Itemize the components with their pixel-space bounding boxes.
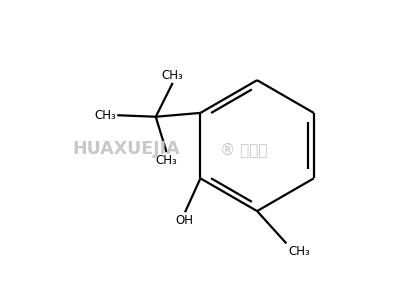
Text: ® 化学加: ® 化学加 — [220, 142, 267, 157]
Text: CH₃: CH₃ — [162, 69, 183, 82]
Text: CH₃: CH₃ — [94, 109, 116, 122]
Text: CH₃: CH₃ — [288, 245, 310, 258]
Text: CH₃: CH₃ — [156, 154, 178, 167]
Text: HUAXUEJIA: HUAXUEJIA — [72, 141, 180, 158]
Text: OH: OH — [175, 214, 193, 227]
